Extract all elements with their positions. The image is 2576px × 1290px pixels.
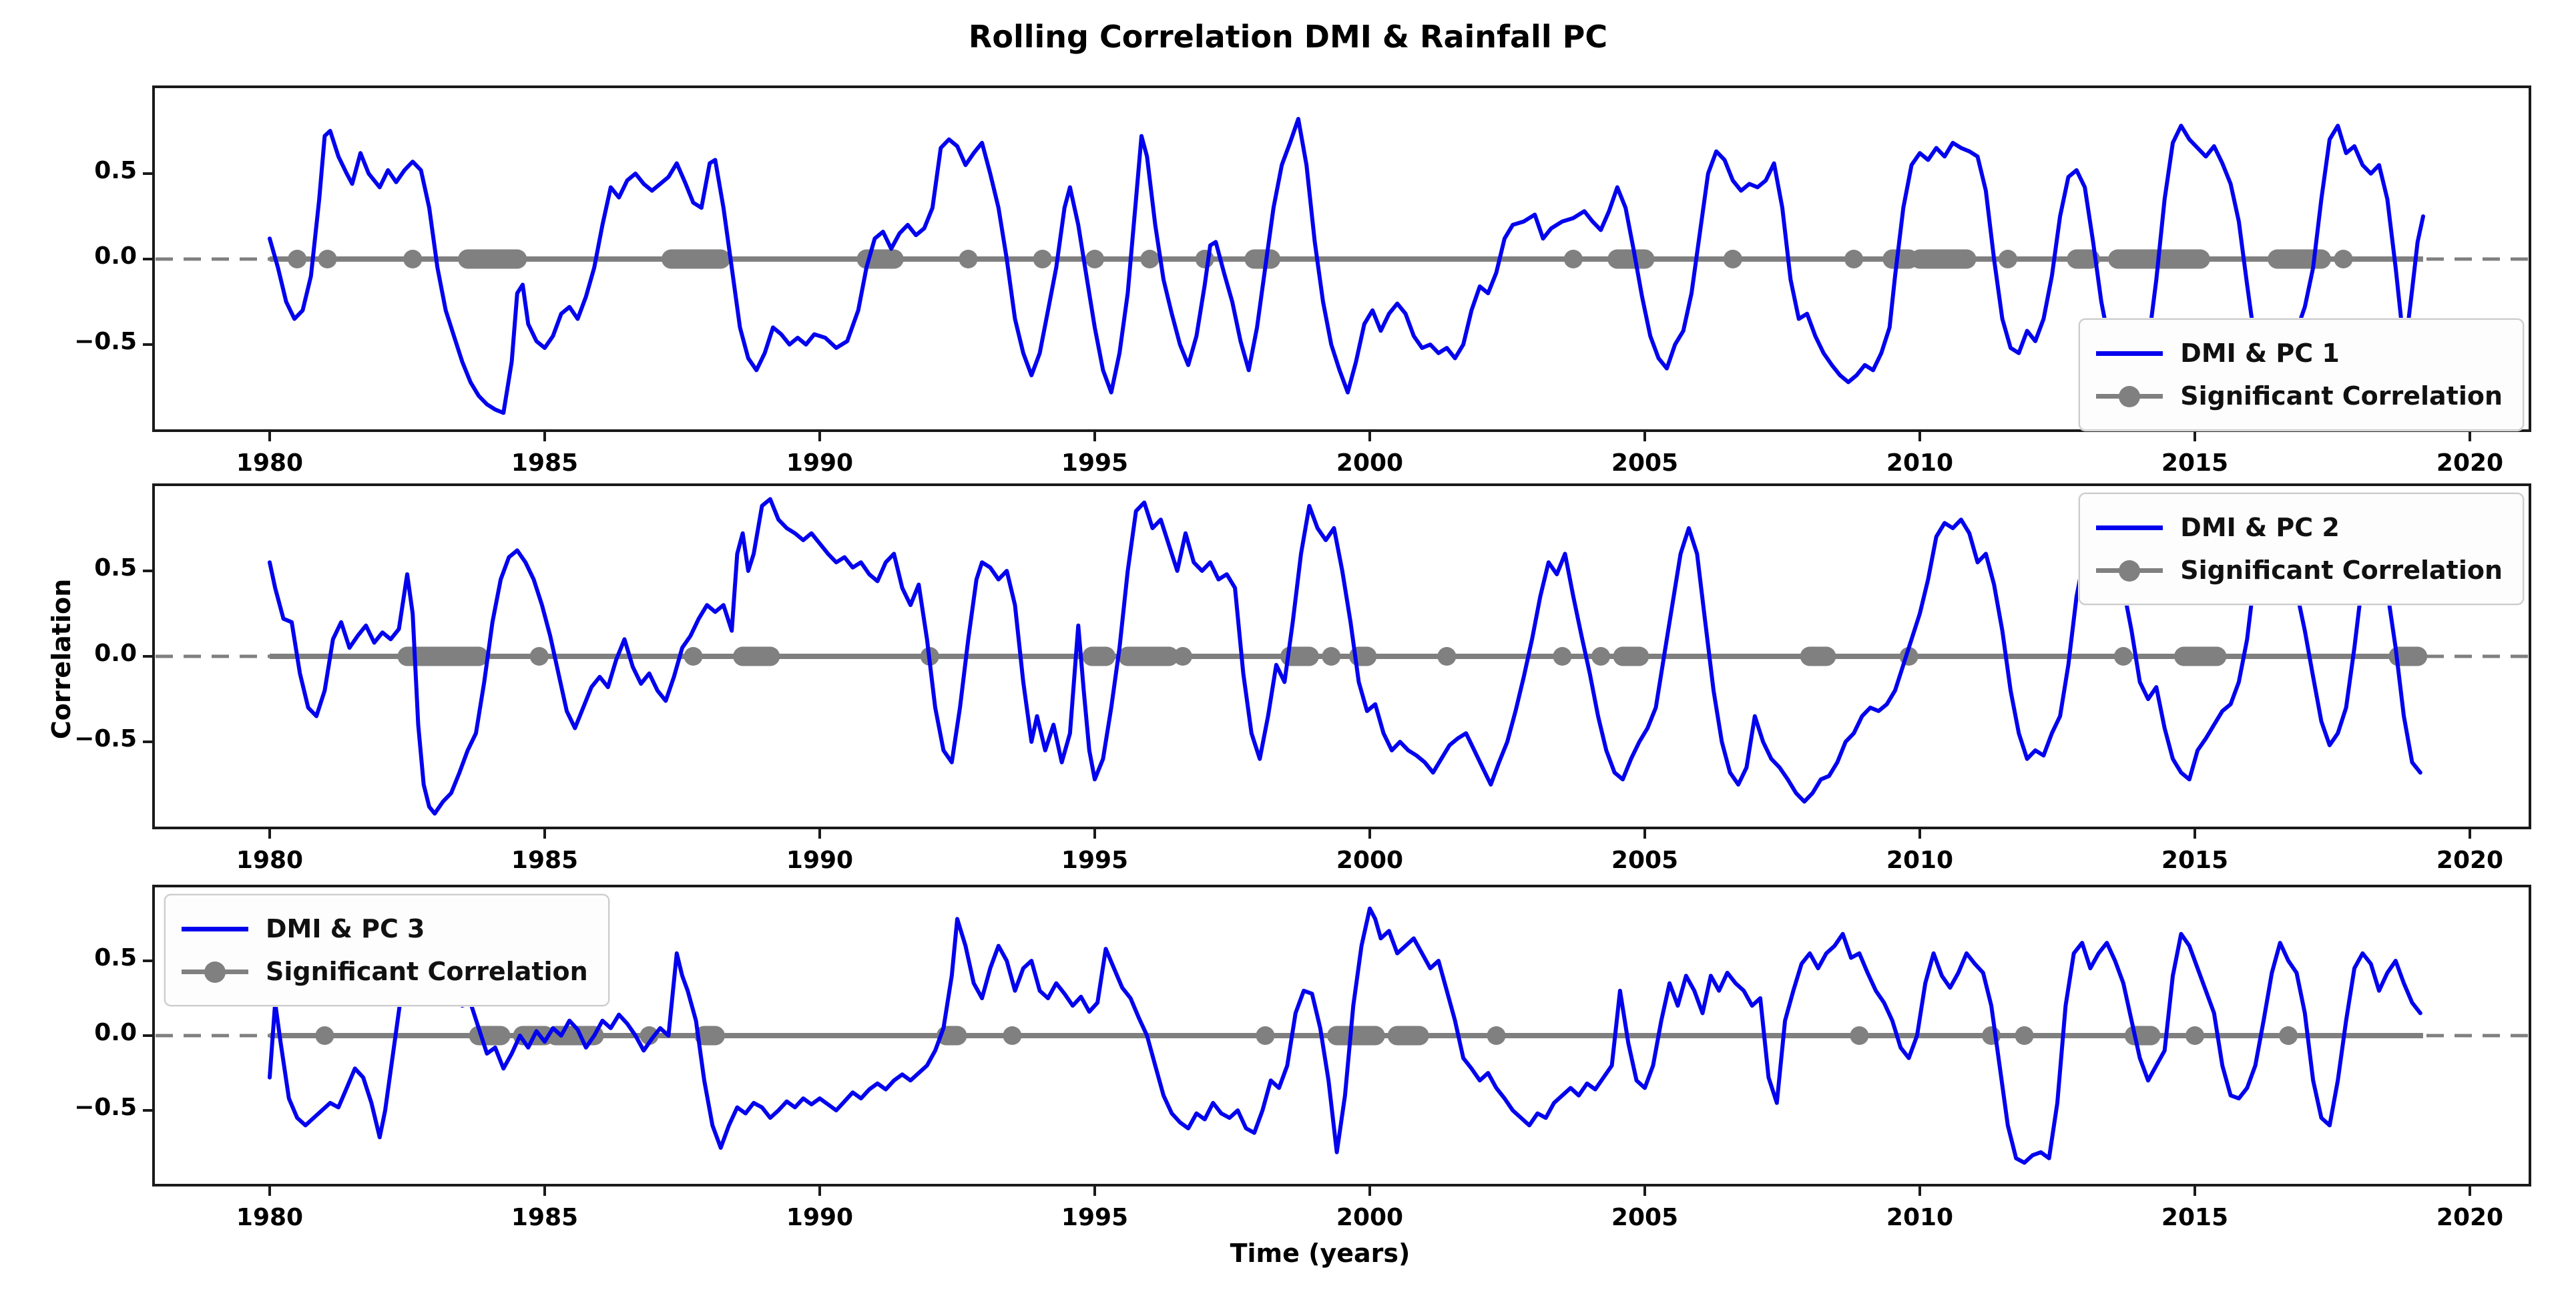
significant-marker [639, 1026, 659, 1045]
x-tick-label: 2010 [1886, 847, 1954, 874]
legend-label: Significant Correlation [266, 957, 588, 986]
significant-marker [1850, 1026, 1869, 1045]
significant-marker [1844, 250, 1864, 268]
significant-marker [318, 250, 337, 268]
x-tick-label: 2000 [1336, 1204, 1404, 1231]
x-tick-label: 2005 [1611, 847, 1679, 874]
significant-marker [1563, 250, 1583, 268]
significant-marker [1591, 647, 1611, 666]
y-tick-label: 0.5 [94, 944, 137, 972]
subplot-1 [143, 85, 2531, 441]
legend-significant-sample [182, 961, 248, 983]
x-axis-label: Time (years) [1230, 1239, 1410, 1268]
legend-subplot-1: DMI & PC 1 Significant Correlation [2079, 318, 2524, 431]
legend-line-sample [182, 919, 248, 939]
x-tick-label: 2000 [1336, 847, 1404, 874]
subplot-2 [143, 483, 2531, 839]
significant-marker [315, 1026, 334, 1045]
x-tick-label: 1995 [1061, 449, 1129, 477]
x-tick-label: 2020 [2436, 847, 2504, 874]
significant-marker [1033, 250, 1052, 268]
x-tick-label: 1995 [1061, 847, 1129, 874]
y-tick-label: 0.5 [94, 157, 137, 184]
significant-marker [2113, 647, 2133, 666]
legend-label: Significant Correlation [2180, 556, 2503, 585]
legend-label: DMI & PC 3 [266, 914, 425, 943]
x-tick-label: 1990 [786, 449, 854, 477]
significant-marker [1437, 647, 1457, 666]
significant-marker [1487, 1026, 1506, 1045]
y-tick-label: 0.0 [94, 640, 137, 667]
x-tick-label: 2015 [2161, 847, 2229, 874]
y-tick-label: −0.5 [74, 725, 137, 752]
significant-marker [2334, 250, 2353, 268]
legend-item: Significant Correlation [182, 950, 588, 993]
significant-marker [1998, 250, 2017, 268]
significant-marker [684, 647, 703, 666]
x-tick-label: 2020 [2436, 449, 2504, 477]
chart-title: Rolling Correlation DMI & Rainfall PC [968, 19, 1608, 55]
x-tick-label: 2015 [2161, 449, 2229, 477]
x-tick-label: 2015 [2161, 1204, 2229, 1231]
x-tick-label: 1985 [511, 449, 579, 477]
significant-marker [1256, 1026, 1275, 1045]
legend-line-sample [2096, 517, 2163, 538]
legend-item: DMI & PC 3 [182, 907, 588, 950]
x-tick-label: 1980 [236, 449, 304, 477]
legend-item: Significant Correlation [2096, 549, 2503, 592]
x-tick-label: 2005 [1611, 449, 1679, 477]
significant-marker [1140, 250, 1160, 268]
x-tick-label: 2005 [1611, 1204, 1679, 1231]
correlation-line [268, 117, 2425, 415]
legend-item: DMI & PC 2 [2096, 506, 2503, 549]
significant-marker [1173, 647, 1192, 666]
significant-marker [1003, 1026, 1022, 1045]
x-tick-label: 1980 [236, 1204, 304, 1231]
legend-label: Significant Correlation [2180, 381, 2503, 411]
legend-line-sample [2096, 343, 2163, 363]
correlation-line [268, 906, 2422, 1165]
x-tick-label: 1980 [236, 847, 304, 874]
significant-marker [1723, 250, 1742, 268]
legend-significant-sample [2096, 386, 2163, 407]
x-tick-label: 1995 [1061, 1204, 1129, 1231]
y-tick-label: −0.5 [74, 1094, 137, 1121]
legend-subplot-2: DMI & PC 2 Significant Correlation [2079, 493, 2524, 605]
x-tick-label: 1990 [786, 847, 854, 874]
significant-marker [403, 250, 423, 268]
x-tick-label: 2000 [1336, 449, 1404, 477]
significant-marker [1322, 647, 1341, 666]
x-tick-label: 2010 [1886, 1204, 1954, 1231]
significant-marker [529, 647, 549, 666]
x-tick-label: 2020 [2436, 1204, 2504, 1231]
significant-marker [288, 250, 307, 268]
correlation-line [268, 497, 2422, 816]
significant-marker [1553, 647, 1572, 666]
significant-marker [2279, 1026, 2298, 1045]
significant-marker [959, 250, 978, 268]
x-tick-label: 2010 [1886, 449, 1954, 477]
x-tick-label: 1985 [511, 847, 579, 874]
y-tick-label: 0.0 [94, 242, 137, 270]
significant-marker [2185, 1026, 2204, 1045]
y-tick-label: 0.0 [94, 1019, 137, 1046]
x-tick-label: 1990 [786, 1204, 854, 1231]
y-tick-label: −0.5 [74, 328, 137, 355]
y-tick-label: 0.5 [94, 554, 137, 582]
significant-marker [2015, 1026, 2034, 1045]
legend-significant-sample [2096, 560, 2163, 582]
legend-item: DMI & PC 1 [2096, 332, 2503, 375]
significant-marker [1085, 250, 1104, 268]
legend-subplot-3: DMI & PC 3 Significant Correlation [164, 894, 609, 1006]
legend-item: Significant Correlation [2096, 375, 2503, 417]
legend-label: DMI & PC 2 [2180, 513, 2340, 542]
legend-label: DMI & PC 1 [2180, 339, 2340, 368]
subplot-3 [143, 885, 2531, 1196]
significant-marker [1195, 250, 1214, 268]
x-tick-label: 1985 [511, 1204, 579, 1231]
